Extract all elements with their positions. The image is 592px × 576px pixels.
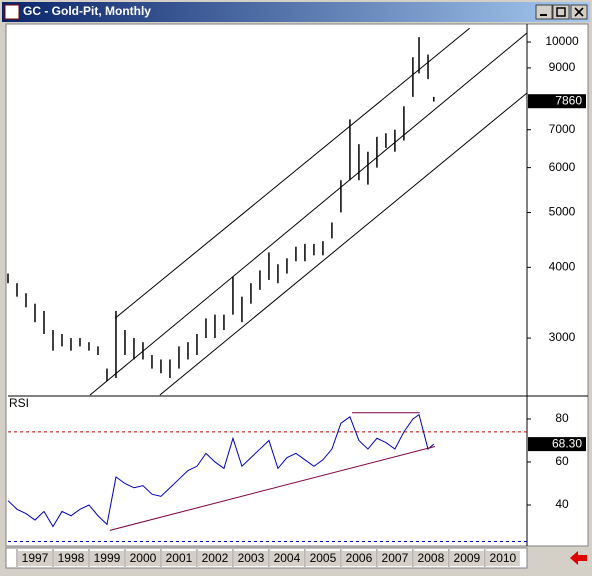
x-label-box [413, 551, 448, 566]
x-tick-label: 2000 [130, 551, 157, 565]
x-label-box [449, 551, 484, 566]
x-label-box [305, 551, 340, 566]
x-tick-label: 2010 [490, 551, 517, 565]
x-label-box [125, 551, 160, 566]
scroll-arrow[interactable] [570, 551, 587, 565]
minimize-button[interactable] [535, 4, 553, 20]
chart-area [5, 23, 589, 547]
x-label-box [161, 551, 196, 566]
x-tick-label: 2009 [454, 551, 481, 565]
x-label-box [377, 551, 412, 566]
x-tick-label: 2001 [166, 551, 193, 565]
x-tick-label: 2002 [202, 551, 229, 565]
app-icon [4, 4, 20, 20]
x-label-box [89, 551, 124, 566]
x-label-box [341, 551, 376, 566]
y-tick-label: 4000 [549, 259, 576, 273]
rsi-line [7, 413, 435, 528]
x-label-box [197, 551, 232, 566]
x-label-box [17, 551, 52, 566]
pane-title: RSI [9, 396, 29, 410]
last-value-label: 7860 [555, 93, 582, 107]
x-tick-label: 2004 [274, 551, 301, 565]
maximize-button[interactable] [552, 4, 570, 20]
x-tick-label: 2006 [346, 551, 373, 565]
x-tick-label: 1998 [58, 551, 85, 565]
y-tick-label: 80 [555, 411, 569, 425]
y-tick-label: 3000 [549, 330, 576, 344]
y-tick-label: 6000 [549, 160, 576, 174]
trendline [109, 445, 435, 531]
trendline [159, 92, 528, 396]
window-title: GC - Gold-Pit, Monthly [23, 4, 151, 18]
last-value-box [528, 94, 586, 109]
x-tick-label: 1997 [22, 551, 49, 565]
y-tick-label: 9000 [549, 60, 576, 74]
x-tick-label: 2003 [238, 551, 265, 565]
title-bar [2, 2, 590, 22]
x-tick-label: 2008 [418, 551, 445, 565]
y-tick-label: 60 [555, 454, 569, 468]
y-tick-label: 7000 [549, 122, 576, 136]
x-label-box [269, 551, 304, 566]
x-label-box [485, 551, 520, 566]
y-tick-label: 5000 [549, 205, 576, 219]
y-tick-label: 40 [555, 497, 569, 511]
trendline [89, 32, 528, 396]
window-buttons[interactable] [535, 4, 588, 20]
x-label-box [233, 551, 268, 566]
minimize-glyph [540, 14, 547, 16]
x-tick-label: 2005 [310, 551, 337, 565]
trendline [114, 27, 471, 319]
x-tick-label: 2007 [382, 551, 409, 565]
close-glyph [574, 7, 584, 17]
y-tick-label: 10000 [545, 34, 579, 48]
x-label-box [53, 551, 88, 566]
last-value-label: 68.30 [552, 436, 582, 450]
last-value-box [528, 437, 586, 452]
x-tick-label: 1999 [94, 551, 121, 565]
maximize-glyph [556, 7, 566, 17]
